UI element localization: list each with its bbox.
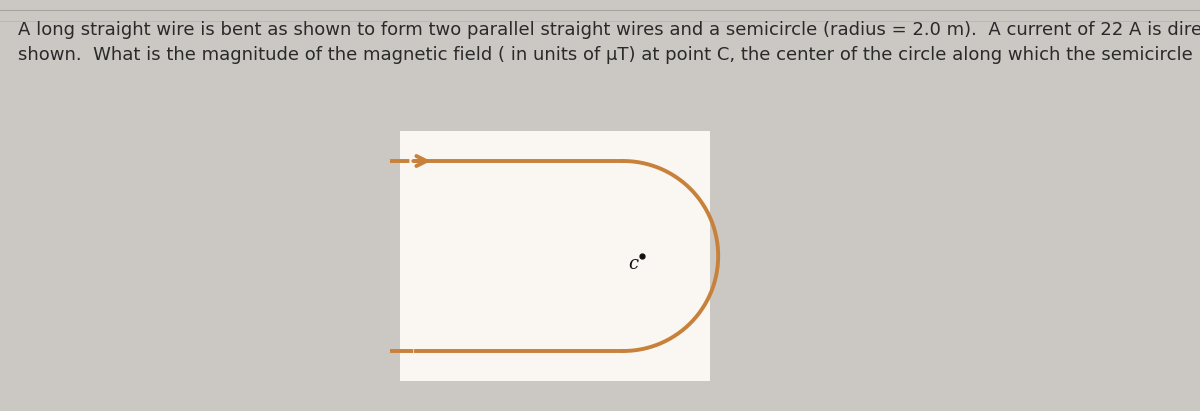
Bar bbox=[400, 131, 710, 381]
Text: shown.  What is the magnitude of the magnetic field ( in units of μT) at point C: shown. What is the magnitude of the magn… bbox=[18, 46, 1200, 64]
Text: c: c bbox=[628, 255, 638, 273]
Text: A long straight wire is bent as shown to form two parallel straight wires and a : A long straight wire is bent as shown to… bbox=[18, 21, 1200, 39]
